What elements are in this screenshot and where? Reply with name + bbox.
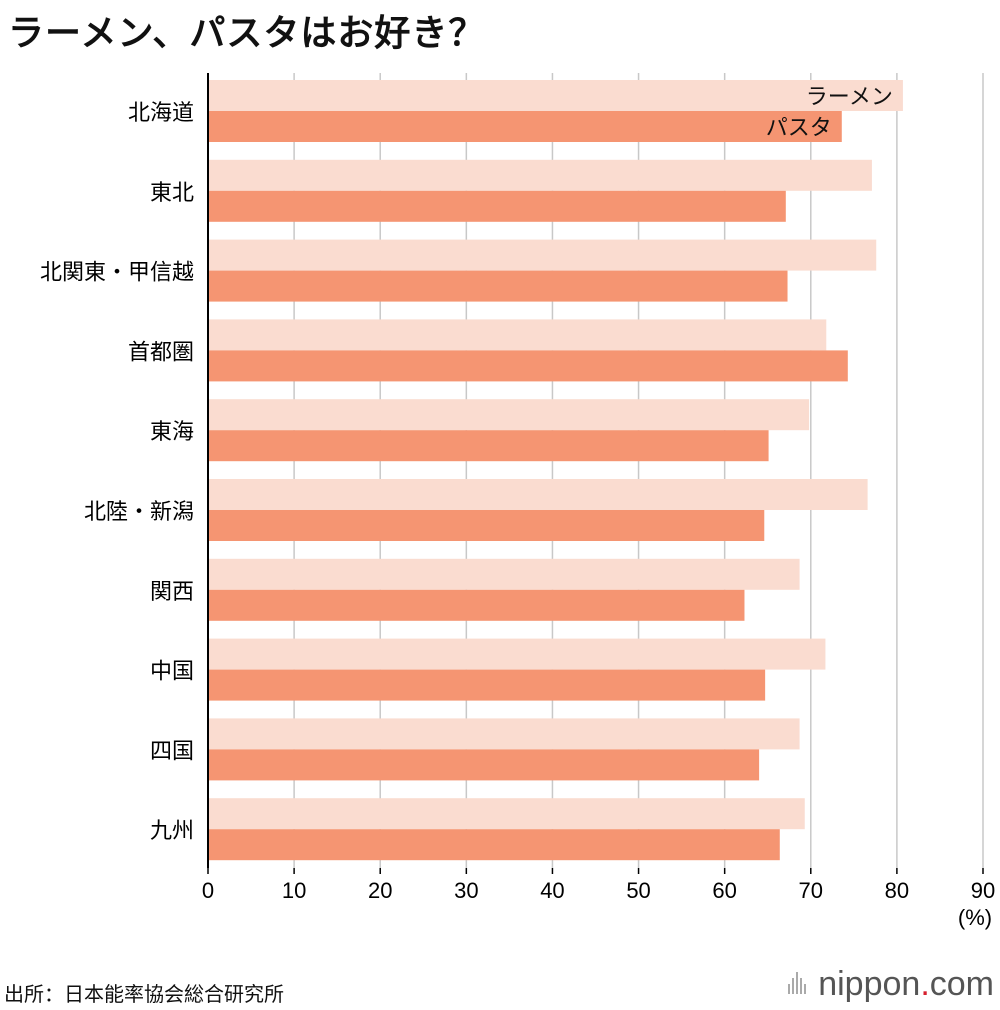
sound-bars-icon (786, 971, 812, 998)
x-tick-label: 60 (712, 878, 736, 903)
bars (208, 80, 903, 861)
x-tick-label: 90 (971, 878, 995, 903)
x-tick-label: 0 (202, 878, 214, 903)
bar-ramen (208, 479, 868, 510)
bar-pasta (208, 510, 765, 541)
category-label: 四国 (150, 739, 194, 764)
chart-title: ラーメン、パスタはお好き？ (8, 13, 486, 54)
bar-pasta (208, 749, 760, 781)
x-tick-label: 10 (282, 878, 306, 903)
legend-label: ラーメン (806, 85, 893, 110)
bar-pasta (208, 669, 766, 701)
bar-ramen (208, 638, 826, 670)
category-label: 北海道 (128, 101, 194, 126)
brand-dot: . (920, 965, 930, 1003)
x-tick-label: 70 (799, 878, 823, 903)
x-tick-label: 80 (885, 878, 909, 903)
x-unit-label: (%) (958, 905, 992, 930)
brand-name: nippon (818, 965, 921, 1003)
bar-ramen (208, 798, 805, 830)
category-label: 東北 (150, 181, 194, 206)
category-label: 関西 (150, 580, 194, 605)
bar-pasta (208, 430, 769, 462)
x-tick-label: 50 (626, 878, 650, 903)
category-label: 北陸・新潟 (84, 500, 194, 525)
brand-logo: nippon. com (786, 965, 994, 1004)
category-label: 北関東・甲信越 (40, 261, 194, 286)
x-tick-label: 30 (454, 878, 478, 903)
bar-ramen (208, 558, 800, 590)
bar-ramen (208, 319, 827, 351)
bar-pasta (208, 350, 848, 382)
bar-pasta (208, 589, 745, 621)
bar-pasta (208, 190, 786, 222)
bar-pasta (208, 270, 788, 302)
bar-ramen (208, 80, 903, 111)
category-label: 九州 (150, 819, 194, 844)
bar-ramen (208, 239, 877, 271)
x-tick-label: 40 (540, 878, 564, 903)
bar-ramen (208, 159, 872, 191)
category-label: 東海 (150, 420, 194, 445)
category-label: 中国 (150, 660, 194, 685)
legend-label: パスタ (766, 116, 832, 141)
bar-pasta (208, 829, 780, 861)
bar-ramen (208, 399, 810, 431)
source-note: 出所：日本能率協会総合研究所 (4, 982, 284, 1006)
category-label: 首都圏 (128, 340, 194, 365)
brand-suffix: com (929, 965, 994, 1003)
bar-ramen (208, 718, 800, 750)
x-tick-labels: 0 10 20 30 40 50 60 70 80 90 (202, 878, 995, 903)
bar-pasta (208, 111, 842, 142)
x-tick-label: 20 (368, 878, 392, 903)
